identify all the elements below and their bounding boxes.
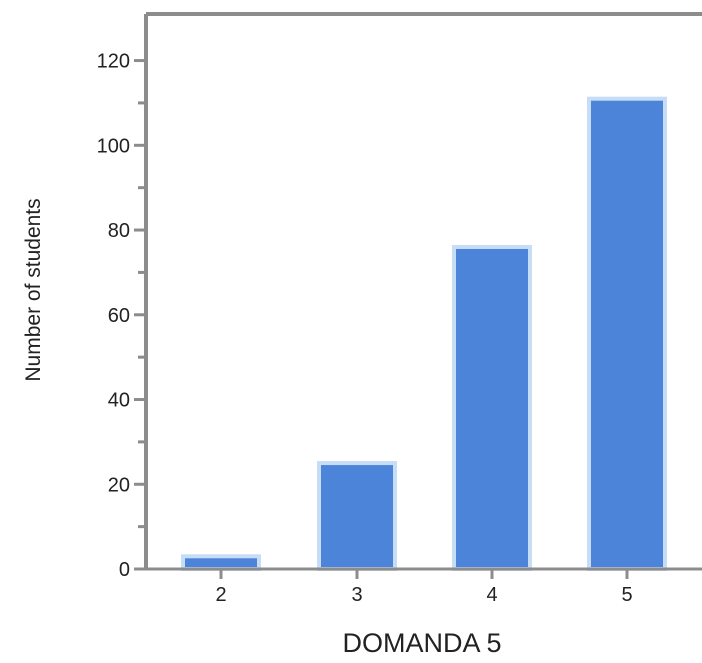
y-tick-label-120: 120 <box>97 51 130 73</box>
bar-2 <box>181 554 261 572</box>
y-tick-label-0: 0 <box>119 559 130 581</box>
y-tick-label-80: 80 <box>108 220 130 242</box>
y-tick-label-60: 60 <box>108 305 130 327</box>
x-tick-label-3: 3 <box>351 584 362 606</box>
y-tick-label-20: 20 <box>108 474 130 496</box>
x-axis-title: DOMANDA 5 <box>342 628 501 658</box>
x-ticks-group: 2 3 4 5 <box>215 569 633 606</box>
y-tick-label-100: 100 <box>97 135 130 157</box>
y-axis-title: Number of students <box>22 198 45 381</box>
bar-3 <box>317 461 397 572</box>
x-tick-label-2: 2 <box>215 584 226 606</box>
axes-group <box>144 12 702 571</box>
bar-5 <box>587 96 667 572</box>
bars-group <box>181 96 667 572</box>
x-tick-label-5: 5 <box>621 584 632 606</box>
bar-4 <box>452 244 532 571</box>
y-tick-label-40: 40 <box>108 390 130 412</box>
y-ticks-group: 0 20 40 60 80 100 120 <box>97 51 146 581</box>
x-tick-label-4: 4 <box>486 584 497 606</box>
